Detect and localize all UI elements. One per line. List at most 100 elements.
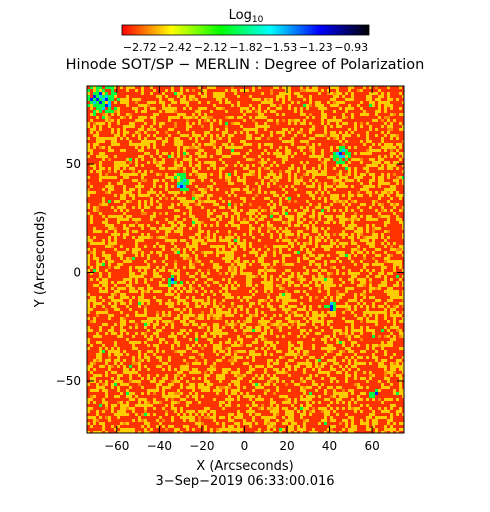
- heatmap-cell: [333, 419, 336, 422]
- heatmap-cell: [174, 263, 177, 266]
- heatmap-cell: [132, 206, 135, 209]
- heatmap-cell: [195, 335, 198, 338]
- heatmap-cell: [177, 308, 180, 311]
- heatmap-cell: [315, 296, 318, 299]
- colorbar: Log10 −2.72 −2.42 −2.12 −1.82 −1.53 −1.23 −0.9…: [121, 8, 370, 54]
- heatmap-cell: [279, 296, 282, 299]
- heatmap-cell: [327, 245, 330, 248]
- heatmap-cell: [357, 284, 360, 287]
- heatmap-cell: [252, 119, 255, 122]
- heatmap-cell: [177, 203, 180, 206]
- heatmap-cell: [300, 212, 303, 215]
- heatmap-cell: [180, 320, 183, 323]
- heatmap-cell: [333, 377, 336, 380]
- heatmap-cell: [396, 281, 399, 284]
- heatmap-cell: [183, 239, 186, 242]
- heatmap-cell: [195, 413, 198, 416]
- heatmap-cell: [390, 203, 393, 206]
- heatmap-cell: [159, 197, 162, 200]
- heatmap-cell: [306, 227, 309, 230]
- heatmap-cell: [222, 422, 225, 425]
- heatmap-cell: [285, 185, 288, 188]
- heatmap-cell: [336, 152, 339, 155]
- heatmap-cell: [153, 191, 156, 194]
- heatmap-cell: [396, 263, 399, 266]
- heatmap-cell: [243, 362, 246, 365]
- heatmap-cell: [336, 137, 339, 140]
- heatmap-cell: [120, 323, 123, 326]
- heatmap-cell: [192, 113, 195, 116]
- heatmap-cell: [384, 278, 387, 281]
- heatmap-cell: [207, 236, 210, 239]
- heatmap-cell: [294, 119, 297, 122]
- heatmap-cell: [186, 344, 189, 347]
- heatmap-cell: [111, 386, 114, 389]
- heatmap-cell: [162, 389, 165, 392]
- heatmap-cell: [330, 320, 333, 323]
- heatmap-cell: [123, 191, 126, 194]
- heatmap-cell: [177, 299, 180, 302]
- heatmap-cell: [198, 236, 201, 239]
- heatmap-cell: [255, 398, 258, 401]
- heatmap-cell: [321, 89, 324, 92]
- heatmap-cell: [264, 353, 267, 356]
- heatmap-cell: [114, 299, 117, 302]
- heatmap-cell: [276, 368, 279, 371]
- heatmap-cell: [186, 365, 189, 368]
- heatmap-cell: [198, 122, 201, 125]
- heatmap-cell: [177, 230, 180, 233]
- heatmap-cell: [126, 413, 129, 416]
- heatmap-cell: [318, 155, 321, 158]
- heatmap-cell: [174, 260, 177, 263]
- heatmap-cell: [351, 209, 354, 212]
- heatmap-cell: [105, 98, 108, 101]
- heatmap-cell: [186, 146, 189, 149]
- heatmap-cell: [117, 128, 120, 131]
- heatmap-cell: [285, 383, 288, 386]
- heatmap-cell: [123, 164, 126, 167]
- heatmap-cell: [168, 299, 171, 302]
- heatmap-cell: [93, 101, 96, 104]
- heatmap-cell: [252, 416, 255, 419]
- heatmap-cell: [297, 308, 300, 311]
- heatmap-cell: [156, 419, 159, 422]
- heatmap-cell: [261, 269, 264, 272]
- heatmap-cell: [144, 143, 147, 146]
- heatmap-cell: [156, 242, 159, 245]
- heatmap-cell: [117, 290, 120, 293]
- heatmap-cell: [231, 392, 234, 395]
- heatmap-cell: [354, 263, 357, 266]
- heatmap-cell: [267, 119, 270, 122]
- heatmap-cell: [129, 386, 132, 389]
- heatmap-cell: [294, 299, 297, 302]
- heatmap-cell: [390, 128, 393, 131]
- heatmap-cell: [384, 353, 387, 356]
- heatmap-cell: [339, 125, 342, 128]
- heatmap-cell: [138, 362, 141, 365]
- heatmap-cell: [315, 245, 318, 248]
- heatmap-cell: [126, 86, 129, 89]
- heatmap-cell: [270, 377, 273, 380]
- heatmap-cell: [219, 101, 222, 104]
- heatmap-cell: [120, 374, 123, 377]
- heatmap-cell: [354, 305, 357, 308]
- heatmap-cell: [312, 176, 315, 179]
- heatmap-cell: [120, 401, 123, 404]
- heatmap-cell: [225, 131, 228, 134]
- heatmap-cell: [174, 92, 177, 95]
- heatmap-cell: [351, 131, 354, 134]
- heatmap-cell: [219, 245, 222, 248]
- heatmap-cell: [261, 416, 264, 419]
- heatmap-cell: [195, 221, 198, 224]
- heatmap-cell: [312, 260, 315, 263]
- heatmap-cell: [210, 428, 213, 431]
- heatmap-cell: [120, 311, 123, 314]
- heatmap-cell: [354, 167, 357, 170]
- heatmap-cell: [264, 389, 267, 392]
- heatmap-cell: [174, 392, 177, 395]
- heatmap-cell: [402, 290, 404, 293]
- heatmap-cell: [279, 314, 282, 317]
- heatmap-cell: [213, 332, 216, 335]
- heatmap-cell: [213, 92, 216, 95]
- heatmap-cell: [369, 428, 372, 431]
